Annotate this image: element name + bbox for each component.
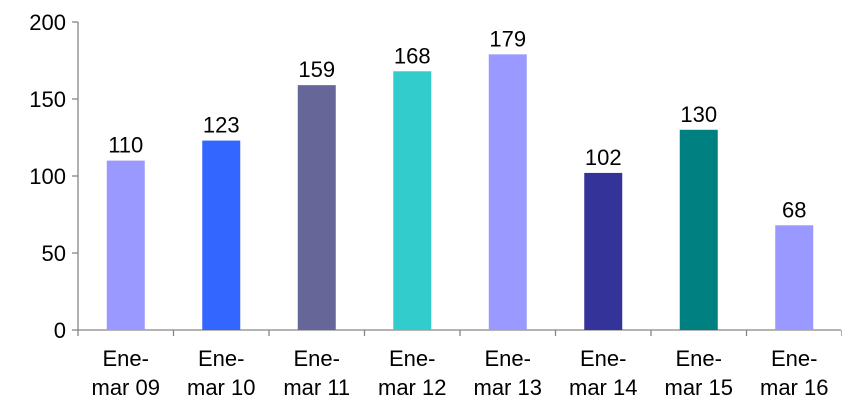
data-label: 68: [782, 197, 806, 222]
x-category-label: Ene-: [198, 346, 244, 371]
data-label: 110: [108, 133, 143, 158]
bar: [488, 54, 527, 331]
x-category-label: Ene-: [485, 346, 531, 371]
x-category-label: Ene-: [676, 346, 722, 371]
data-label: 102: [585, 145, 622, 170]
y-tick-label: 50: [42, 241, 66, 266]
x-category-label: mar 14: [569, 375, 637, 400]
bar: [775, 225, 814, 330]
y-tick-label: 200: [29, 10, 66, 35]
data-label: 159: [298, 57, 335, 82]
x-category-label: Ene-: [103, 346, 149, 371]
bar: [679, 129, 718, 330]
data-label: 123: [203, 113, 240, 138]
bar: [584, 172, 623, 330]
data-label: 130: [680, 102, 717, 127]
bar: [393, 71, 432, 330]
x-category-label: mar 15: [665, 375, 733, 400]
x-category-label: mar 16: [760, 375, 828, 400]
y-tick-label: 0: [54, 318, 66, 343]
data-label: 179: [489, 26, 526, 51]
data-label: 168: [394, 43, 431, 68]
x-category-label: mar 11: [283, 375, 350, 400]
x-category-label: mar 09: [92, 375, 160, 400]
bar: [202, 140, 241, 330]
x-category-label: Ene-: [580, 346, 626, 371]
y-tick-label: 100: [29, 164, 66, 189]
bar: [106, 160, 145, 330]
bar: [297, 85, 336, 330]
y-tick-label: 150: [29, 87, 66, 112]
x-category-label: Ene-: [294, 346, 340, 371]
x-category-label: Ene-: [389, 346, 435, 371]
x-category-label: mar 12: [378, 375, 446, 400]
x-category-label: mar 10: [187, 375, 255, 400]
x-category-label: mar 13: [474, 375, 542, 400]
x-category-label: Ene-: [771, 346, 817, 371]
